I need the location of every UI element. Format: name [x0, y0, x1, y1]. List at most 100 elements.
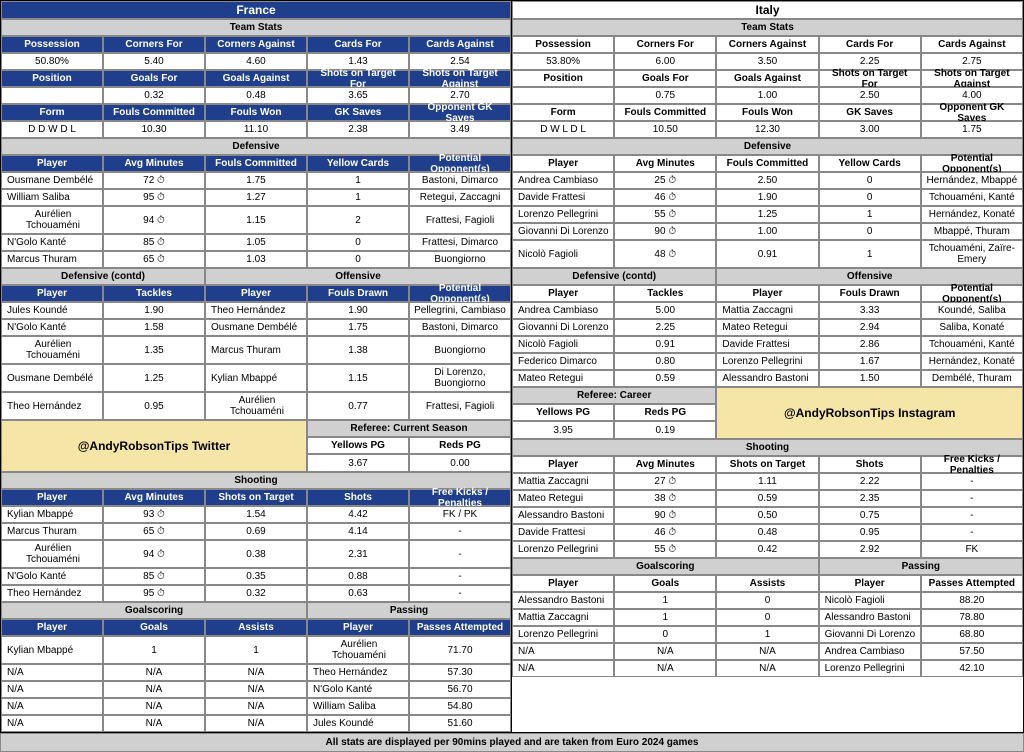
cell: Marcus Thuram — [1, 251, 103, 268]
cell: 85 ⏱ — [103, 234, 205, 251]
promo-twitter[interactable]: @AndyRobsonTips Twitter — [1, 420, 307, 472]
cell: Possession — [512, 36, 614, 53]
cell: 1.27 — [205, 189, 307, 206]
cell: Hernández, Mbappé — [921, 172, 1023, 189]
cell: 53.80% — [512, 53, 614, 70]
ref-val: 3.67 — [307, 454, 409, 472]
cell: Player — [512, 155, 614, 172]
cell — [1, 87, 103, 104]
cell: Avg Minutes — [614, 456, 716, 473]
cell: 95 ⏱ — [103, 189, 205, 206]
cell: 0 — [307, 251, 409, 268]
cell: Nicolò Fagioli — [512, 240, 614, 268]
ref-h: Reds PG — [614, 404, 716, 421]
cell: 0 — [307, 234, 409, 251]
cell: 0 — [819, 172, 921, 189]
cell: D D W D L — [1, 121, 103, 138]
defc-header: Defensive (contd) — [1, 268, 205, 285]
cell: 2.50 — [716, 172, 818, 189]
france-panel: France Team Stats PossessionCorners ForC… — [1, 1, 512, 732]
ref-val: 0.00 — [409, 454, 511, 472]
cell: Potential Opponent(s) — [409, 155, 511, 172]
defc-header: Defensive (contd) — [512, 268, 716, 285]
cell: 0.75 — [614, 87, 716, 104]
cell: Shots on Target Against — [921, 70, 1023, 87]
cell: GK Saves — [819, 104, 921, 121]
cell: 50.80% — [1, 53, 103, 70]
cell: Giovanni Di Lorenzo — [512, 223, 614, 240]
cell: Shots on Target Against — [409, 70, 511, 87]
cell: Goals For — [103, 70, 205, 87]
cell: Opponent GK Saves — [921, 104, 1023, 121]
cell: 3.49 — [409, 121, 511, 138]
cell: Avg Minutes — [103, 155, 205, 172]
cell: 3.50 — [716, 53, 818, 70]
cell: Player — [1, 155, 103, 172]
ref-val: 0.19 — [614, 421, 716, 439]
cell: 48 ⏱ — [614, 240, 716, 268]
ref-h: Yellows PG — [307, 437, 409, 454]
cell: Corners Against — [205, 36, 307, 53]
cell: Fouls Won — [205, 104, 307, 121]
cell: D W L D L — [512, 121, 614, 138]
cell: Fouls Committed — [716, 155, 818, 172]
cell: Goals Against — [205, 70, 307, 87]
cell: Fouls Won — [716, 104, 818, 121]
cell: 1.75 — [205, 172, 307, 189]
cell: GK Saves — [307, 104, 409, 121]
footer-note: All stats are displayed per 90mins playe… — [0, 733, 1024, 752]
cell: Bastoni, Dimarco — [409, 172, 511, 189]
cell: Shots — [819, 456, 921, 473]
cell: 0 — [819, 189, 921, 206]
cell: Yellow Cards — [819, 155, 921, 172]
cell: Tchouaméni, Zaïre-Emery — [921, 240, 1023, 268]
cell: Shots on Target For — [307, 70, 409, 87]
cell: 10.30 — [103, 121, 205, 138]
cell: Possession — [1, 36, 103, 53]
goal-header: Goalscoring — [512, 558, 819, 575]
cell: Retegui, Zaccagni — [409, 189, 511, 206]
cell: Aurélien Tchouaméni — [1, 206, 103, 234]
cell: Fouls Committed — [103, 104, 205, 121]
cell: Andrea Cambiaso — [512, 172, 614, 189]
pass-header: Passing — [307, 602, 511, 619]
cell: 1.00 — [716, 87, 818, 104]
cell: Frattesi, Dimarco — [409, 234, 511, 251]
pass-header: Passing — [819, 558, 1023, 575]
cell: 1 — [819, 240, 921, 268]
promo-instagram[interactable]: @AndyRobsonTips Instagram — [716, 387, 1023, 439]
cell: Buongiorno — [409, 251, 511, 268]
cell: Position — [512, 70, 614, 87]
cell: 4.60 — [205, 53, 307, 70]
cell: Davide Frattesi — [512, 189, 614, 206]
cell: 1.15 — [205, 206, 307, 234]
ref-car-lbl: Referee: Career — [512, 387, 716, 404]
cell: Fouls Committed — [205, 155, 307, 172]
cell: Opponent GK Saves — [409, 104, 511, 121]
cell: 3.65 — [307, 87, 409, 104]
cell: 1 — [307, 172, 409, 189]
ref-h: Yellows PG — [512, 404, 614, 421]
cell: Shots — [307, 489, 409, 506]
ref-val: 3.95 — [512, 421, 614, 439]
ref-h: Reds PG — [409, 437, 511, 454]
cell: 1 — [307, 189, 409, 206]
cell: Avg Minutes — [103, 489, 205, 506]
cell: Mbappé, Thuram — [921, 223, 1023, 240]
cell: Form — [1, 104, 103, 121]
cell: N'Golo Kanté — [1, 234, 103, 251]
team-stats-header: Team Stats — [1, 19, 511, 36]
cell: 90 ⏱ — [614, 223, 716, 240]
cell: 1.25 — [716, 206, 818, 223]
cell: 1.00 — [716, 223, 818, 240]
cell: Player — [1, 489, 103, 506]
cell: Hernández, Konaté — [921, 206, 1023, 223]
cell: 94 ⏱ — [103, 206, 205, 234]
cell: Avg Minutes — [614, 155, 716, 172]
cell: 1.05 — [205, 234, 307, 251]
cell: Form — [512, 104, 614, 121]
cell: Frattesi, Fagioli — [409, 206, 511, 234]
cell: 12.30 — [716, 121, 818, 138]
cell: Shots on Target — [205, 489, 307, 506]
cell: 3.00 — [819, 121, 921, 138]
